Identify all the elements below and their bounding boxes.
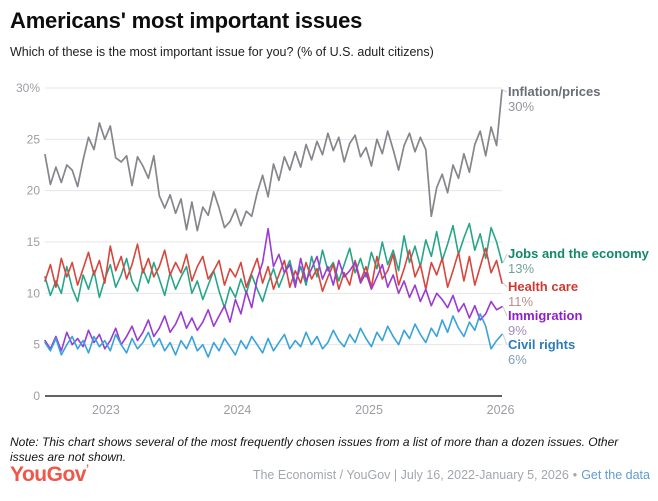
x-tick-label: 2025 <box>355 403 383 417</box>
chart-subtitle: Which of these is the most important iss… <box>10 45 434 59</box>
attribution-bullet: • <box>572 468 578 482</box>
label-leader-line <box>502 282 508 288</box>
label-leader-line <box>502 253 508 263</box>
attribution-text: The Economist / YouGov | July 16, 2022-J… <box>252 468 569 482</box>
x-tick-label: 2024 <box>224 403 252 417</box>
attribution-line: The Economist / YouGov | July 16, 2022-J… <box>253 468 650 482</box>
label-leader-line <box>502 89 508 93</box>
y-tick-label: 0 <box>33 389 40 403</box>
footnote: Note: This chart shows several of the mo… <box>10 435 619 464</box>
page-title: Americans' most important issues <box>10 8 363 33</box>
yougov-logo-tick: ’ <box>85 463 90 475</box>
yougov-logo-text: YouGov <box>10 463 86 486</box>
series-line-civil-rights <box>44 313 503 358</box>
series-line-inflation-prices <box>44 89 503 232</box>
x-tick-label: 2026 <box>487 403 515 417</box>
x-tick-label: 2023 <box>92 403 120 417</box>
yougov-logo: YouGov’ <box>10 463 89 487</box>
get-the-data-link[interactable]: Get the data <box>581 468 650 482</box>
y-tick-label: 30% <box>16 81 40 95</box>
series-line-jobs-and-the-economy <box>44 222 503 309</box>
y-tick-label: 20 <box>27 184 41 198</box>
y-tick-label: 5 <box>33 338 40 352</box>
label-leader-line <box>502 306 508 317</box>
y-tick-label: 25 <box>27 132 41 146</box>
label-leader-line <box>502 334 508 346</box>
y-tick-label: 10 <box>27 286 41 300</box>
series-line-health-care <box>44 243 503 293</box>
y-tick-label: 15 <box>27 235 41 249</box>
